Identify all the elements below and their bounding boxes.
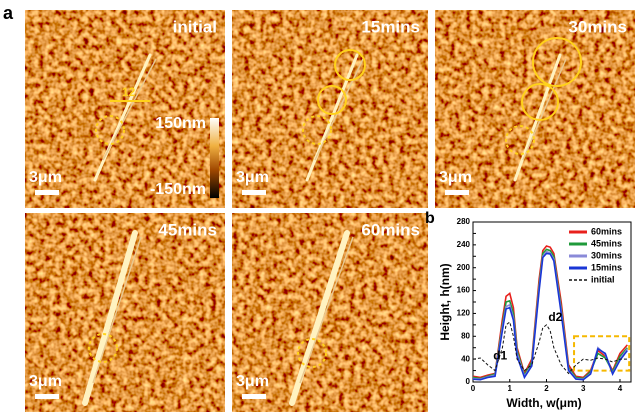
panel-label: a	[3, 3, 14, 23]
scale-bar	[242, 394, 266, 399]
legend-label: 45mins	[591, 238, 622, 248]
scale-bar	[445, 190, 469, 195]
x-tick-label: 2	[544, 384, 549, 393]
x-tick-label: 4	[618, 384, 623, 393]
panel-label: b	[425, 210, 435, 227]
y-tick-label: 160	[457, 286, 471, 295]
x-axis-label: Width, w(μm)	[506, 396, 581, 410]
y-tick-label: 40	[461, 354, 470, 363]
figure: initial 3μm 15mins 3μm 30mins 3μm 45mins 3μm 60m…	[0, 0, 635, 412]
image-label: 60mins	[361, 220, 420, 239]
legend-label: 60mins	[591, 226, 622, 236]
legend-label: 15mins	[591, 262, 622, 272]
scale-bar	[35, 394, 59, 399]
scale-bar-label: 3μm	[236, 373, 269, 390]
scale-bar	[35, 190, 59, 195]
colorbar-max: 150nm	[155, 115, 206, 132]
scale-bar-label: 3μm	[29, 373, 62, 390]
scale-bar-label: 3μm	[29, 169, 62, 186]
legend-label: initial	[591, 274, 615, 284]
image-label: 45mins	[158, 220, 217, 239]
scale-bar-label: 3μm	[236, 169, 269, 186]
image-label: 30mins	[568, 17, 627, 36]
annotation: d2	[548, 310, 562, 324]
image-label: 15mins	[361, 17, 420, 36]
colorbar-min: -150nm	[150, 181, 206, 198]
x-tick-label: 1	[508, 384, 513, 393]
profile-label: 12	[122, 85, 136, 99]
image-label: initial	[173, 17, 217, 36]
y-tick-label: 80	[461, 331, 470, 340]
scale-bar-label: 3μm	[439, 169, 472, 186]
y-tick-label: 240	[457, 240, 471, 249]
legend-label: 30mins	[591, 250, 622, 260]
y-tick-label: 120	[457, 309, 471, 318]
annotation: d1	[493, 348, 507, 362]
colorbar	[210, 118, 219, 198]
y-axis-label: Height, h(nm)	[438, 263, 452, 340]
y-tick-label: 280	[457, 217, 471, 226]
x-tick-label: 0	[471, 384, 476, 393]
y-tick-label: 200	[457, 263, 471, 272]
x-tick-label: 3	[581, 384, 586, 393]
scale-bar	[242, 190, 266, 195]
